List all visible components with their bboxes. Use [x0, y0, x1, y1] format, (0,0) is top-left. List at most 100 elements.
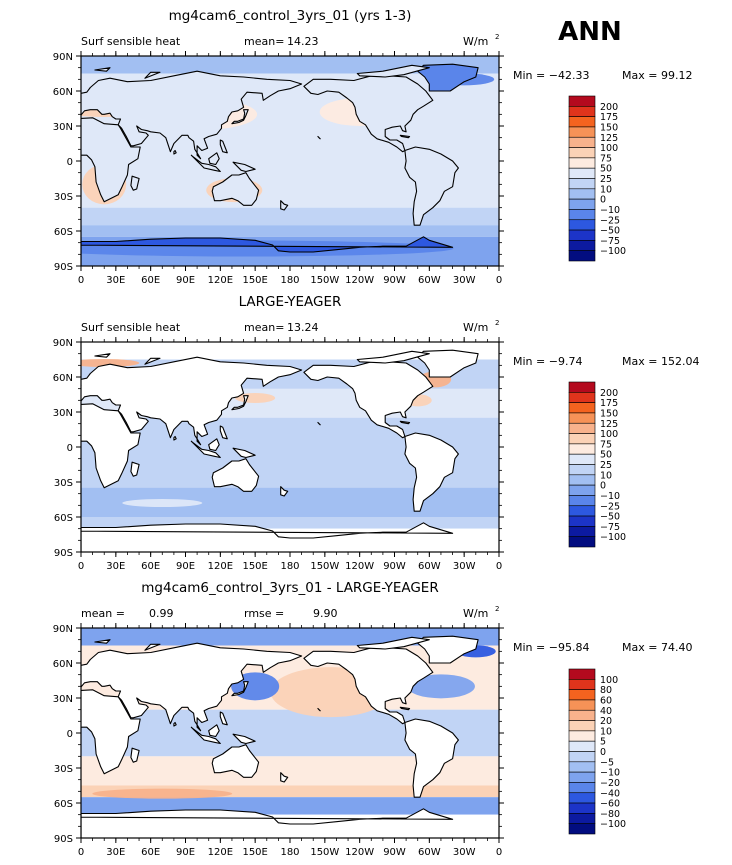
colorbar-label: −5 [600, 757, 614, 768]
land-layer [81, 349, 479, 552]
rmse-label: rmse = [244, 607, 284, 620]
lon-tick-label: 90W [383, 275, 406, 286]
panel-title: mg4cam6_control_3yrs_01 - LARGE-YEAGER [141, 580, 438, 596]
coast-australia [211, 172, 260, 206]
lat-tick-label: 0 [67, 157, 73, 168]
southern-ocean-band [81, 207, 499, 226]
variable-label: Surf sensible heat [81, 35, 181, 48]
mean-label: mean = [81, 607, 125, 620]
lon-tick-label: 0 [78, 275, 84, 286]
lon-tick-label: 180 [280, 847, 299, 858]
lon-tick-label: 30E [106, 561, 125, 572]
coast-ph [219, 425, 228, 440]
units-label: W/m [463, 35, 488, 48]
panel-3: mg4cam6_control_3yrs_01 - LARGE-YEAGER me… [53, 580, 693, 858]
colorbar-box [568, 802, 596, 814]
lat-tick-label: 90N [53, 624, 73, 635]
colorbar-label: 50 [600, 450, 612, 461]
colorbar-label: 0 [600, 747, 606, 758]
coast-indonesia [190, 726, 221, 745]
colorbar-box [568, 209, 596, 221]
lat-tick-label: 90S [54, 548, 73, 559]
lon-tick-label: 150E [242, 275, 267, 286]
coast-japan [231, 109, 249, 125]
south-polar-gap [81, 528, 499, 552]
lon-tick-label: 120W [345, 561, 374, 572]
colorbar-label: 100 [600, 143, 618, 154]
lat-tick-label: 90N [53, 338, 73, 349]
colorbar-label: 0 [600, 195, 606, 206]
colorbar-label: 200 [600, 102, 618, 113]
colorbar-box [568, 771, 596, 783]
mean-value: 14.23 [287, 35, 319, 48]
colorbar-label: 150 [600, 408, 618, 419]
coast-namerica [303, 361, 434, 439]
colorbar-box [568, 782, 596, 794]
coast-svalbard [94, 353, 111, 358]
lat-tick-label: 90S [54, 834, 73, 845]
coast-ng [232, 161, 256, 173]
colorbar-label: −50 [600, 512, 620, 523]
mean-value: 13.24 [287, 321, 319, 334]
colorbar-label: −20 [600, 778, 620, 789]
lat-tick-label: 30N [53, 122, 73, 133]
colorbar-box [568, 126, 596, 138]
colorbar-label: 75 [600, 439, 612, 450]
colorbar-label: −100 [600, 532, 626, 543]
land-layer [81, 63, 479, 266]
coast-antarctica [81, 236, 454, 266]
coast-hawaii [317, 421, 321, 426]
coast-namerica [303, 75, 434, 153]
colorbar-label: 125 [600, 133, 618, 144]
colorbar-box [568, 433, 596, 445]
lat-tick-label: 30S [54, 764, 73, 775]
colorbar-box [568, 689, 596, 701]
colorbar-box [568, 730, 596, 742]
lat-tick-label: 30S [54, 478, 73, 489]
colorbar-box [568, 720, 596, 732]
panel-title: LARGE-YEAGER [239, 294, 342, 310]
max-label: Max = 74.40 [622, 641, 692, 654]
lat-tick-label: 30S [54, 192, 73, 203]
colorbar-box [568, 495, 596, 507]
lon-tick-label: 60W [418, 847, 441, 858]
cold-patch-gulfstream [406, 674, 475, 699]
lon-tick-label: 0 [496, 561, 502, 572]
coast-svalbard [94, 67, 111, 72]
lon-tick-label: 120W [345, 847, 374, 858]
lon-tick-label: 90E [176, 275, 195, 286]
colorbar-box [568, 709, 596, 721]
lat-tick-label: 90S [54, 262, 73, 273]
lon-tick-label: 90E [176, 561, 195, 572]
warm-patch-southern [92, 788, 233, 799]
coast-britain [81, 384, 82, 386]
colorbar-box [568, 740, 596, 752]
coast-britain [81, 670, 82, 672]
coast-newzealand [280, 200, 289, 211]
colorbar-box [568, 823, 596, 835]
coast-sri [173, 721, 177, 727]
units-superscript: 2 [495, 319, 499, 327]
lat-tick-label: 30N [53, 408, 73, 419]
coast-africa [81, 117, 141, 203]
coast-indonesia [190, 154, 221, 173]
lat-tick-label: 0 [67, 443, 73, 454]
colorbar-box [568, 515, 596, 527]
coast-namerica [303, 647, 434, 725]
mean-value: 0.99 [149, 607, 174, 620]
coast-borneo [208, 724, 220, 738]
coast-sri [173, 435, 177, 441]
colorbar-label: 80 [600, 685, 612, 696]
units-label: W/m [463, 321, 488, 334]
lon-tick-label: 0 [78, 561, 84, 572]
lon-tick-label: 60W [418, 561, 441, 572]
colorbar-label: −40 [600, 788, 620, 799]
colorbar-label: 100 [600, 675, 618, 686]
coast-samerica [404, 146, 459, 226]
coast-nz2 [144, 357, 161, 365]
colorbar-label: 200 [600, 388, 618, 399]
lat-tick-label: 60S [54, 799, 73, 810]
coast-greenland [417, 635, 479, 664]
coast-eurasia [81, 356, 303, 446]
